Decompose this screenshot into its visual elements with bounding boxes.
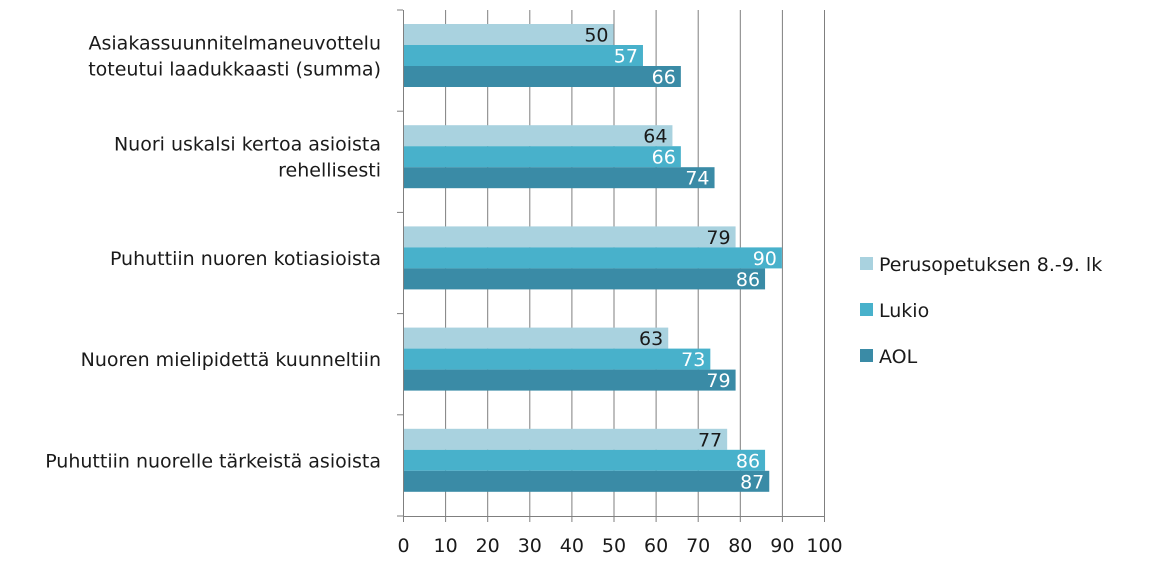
legend: Perusopetuksen 8.-9. lk Lukio AOL <box>860 254 1102 368</box>
data-label: 87 <box>740 471 764 493</box>
category-label: rehellisesti <box>278 160 381 182</box>
x-tick-label: 90 <box>770 535 794 557</box>
bar <box>404 369 736 391</box>
data-label: 86 <box>736 269 760 291</box>
bar <box>404 24 614 45</box>
category-label: Asiakassuunnitelmaneuvottelu <box>89 33 382 55</box>
category-label: Puhuttiin nuorelle tärkeistä asioista <box>45 450 381 472</box>
bar <box>404 66 681 87</box>
bar <box>404 167 715 189</box>
legend-label: Perusopetuksen 8.-9. lk <box>879 254 1102 276</box>
data-label: 50 <box>584 25 608 47</box>
x-tick-label: 80 <box>728 535 752 557</box>
data-label: 74 <box>685 168 709 190</box>
data-label: 77 <box>698 429 722 451</box>
bar <box>404 470 770 492</box>
data-label: 86 <box>736 450 760 472</box>
bar <box>404 428 728 450</box>
data-label: 90 <box>753 248 777 270</box>
bars <box>404 24 782 492</box>
x-tick-label: 70 <box>686 535 710 557</box>
data-label: 64 <box>643 126 667 148</box>
bar <box>404 268 766 290</box>
x-tick-label: 50 <box>602 535 626 557</box>
x-tick-label: 0 <box>397 535 409 557</box>
x-tick-label: 100 <box>806 535 842 557</box>
legend-label: AOL <box>879 346 918 368</box>
bar <box>404 449 766 471</box>
data-label: 57 <box>614 46 638 68</box>
data-label: 66 <box>652 67 676 89</box>
bar <box>404 146 681 168</box>
data-label: 79 <box>706 227 730 249</box>
category-label: Nuori uskalsi kertoa asioista <box>114 134 381 156</box>
data-label: 66 <box>652 147 676 169</box>
bar <box>404 226 736 248</box>
legend-swatch <box>860 349 873 362</box>
x-tick-label: 30 <box>518 535 542 557</box>
x-tick-label: 20 <box>476 535 500 557</box>
bar <box>404 125 673 147</box>
data-label: 63 <box>639 328 663 350</box>
axes: 0 10 20 30 40 50 60 70 80 90 100 Asiakassuunnitelma… <box>45 9 843 557</box>
legend-label: Lukio <box>879 300 929 322</box>
bar <box>404 348 711 370</box>
data-label: 73 <box>681 349 705 371</box>
category-label: Nuoren mielipidettä kuunneltiin <box>81 349 381 371</box>
x-tick-label: 40 <box>560 535 584 557</box>
category-label: Puhuttiin nuoren kotiasioista <box>110 248 381 270</box>
bar <box>404 45 643 66</box>
x-tick-label: 10 <box>434 535 458 557</box>
category-label: toteutui laadukkaasti (summa) <box>88 59 381 81</box>
legend-swatch <box>860 303 873 316</box>
bar <box>404 247 782 269</box>
bar <box>404 327 669 349</box>
legend-swatch <box>860 257 873 270</box>
data-label: 79 <box>706 370 730 392</box>
x-tick-label: 60 <box>644 535 668 557</box>
